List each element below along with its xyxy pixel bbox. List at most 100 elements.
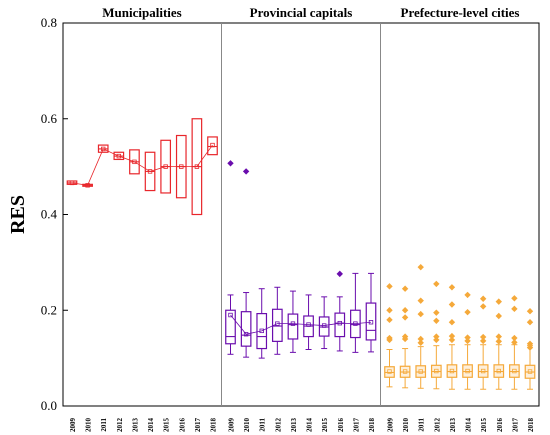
x-tick-label: 2016 xyxy=(337,418,345,433)
panel-title: Municipalities xyxy=(102,5,181,20)
mean-marker xyxy=(228,312,233,318)
outlier-point xyxy=(386,307,393,314)
box-2018 xyxy=(207,136,218,156)
box-iqr xyxy=(256,313,268,350)
box-2010 xyxy=(240,292,252,358)
mean-marker xyxy=(337,320,342,326)
outlier-point xyxy=(433,336,440,344)
outlier-point xyxy=(227,160,234,167)
y-tick-label: 0.6 xyxy=(41,111,58,126)
x-tick-label: 2009 xyxy=(69,418,77,433)
x-tick-label: 2017 xyxy=(511,418,519,433)
mean-marker xyxy=(116,153,122,159)
panel-title: Provincial capitals xyxy=(250,5,353,20)
x-tick-label: 2013 xyxy=(131,418,139,433)
x-tick-label: 2013 xyxy=(449,418,457,433)
outlier-point xyxy=(433,333,440,340)
x-tick-label: 2018 xyxy=(368,418,376,433)
box-2016 xyxy=(175,134,187,199)
outlier-point xyxy=(433,280,440,288)
box-2012 xyxy=(271,286,283,355)
mean-marker xyxy=(449,368,455,374)
mean-marker xyxy=(402,369,408,374)
box-2012 xyxy=(430,345,442,390)
outlier-point xyxy=(511,339,518,346)
x-tick-label: 2017 xyxy=(352,418,360,433)
outlier-point xyxy=(448,301,456,308)
outlier-point xyxy=(401,314,409,321)
box-2011 xyxy=(415,346,427,389)
mean-marker xyxy=(527,369,533,374)
outlier-point xyxy=(417,335,424,343)
box-2014 xyxy=(462,344,473,390)
x-tick-label: 2017 xyxy=(194,418,202,433)
x-tick-label: 2018 xyxy=(527,418,535,433)
box-2012 xyxy=(113,151,125,161)
box-2011 xyxy=(256,288,268,359)
panel-3 xyxy=(384,263,536,390)
outlier-point xyxy=(495,338,502,345)
x-tick-label: 2009 xyxy=(387,418,395,433)
outlier-point xyxy=(479,303,487,310)
y-tick-label: 0.2 xyxy=(41,302,57,317)
box-2018 xyxy=(365,272,377,353)
outlier-point xyxy=(526,340,534,347)
x-tick-label: 2011 xyxy=(418,418,426,432)
outlier-point xyxy=(526,344,534,351)
box-iqr xyxy=(240,311,252,347)
outlier-point xyxy=(336,270,343,278)
x-tick-label: 2012 xyxy=(274,418,282,433)
mean-marker xyxy=(368,320,374,325)
box-2018 xyxy=(524,345,536,390)
box-2010 xyxy=(399,348,411,389)
x-tick-label: 2010 xyxy=(85,418,93,433)
mean-marker xyxy=(259,328,264,334)
outlier-point xyxy=(417,263,424,271)
outlier-point xyxy=(511,334,518,342)
outlier-point xyxy=(526,319,534,326)
outlier-point xyxy=(448,319,456,326)
mean-marker xyxy=(434,368,439,374)
outlier-point xyxy=(464,291,471,299)
mean-marker xyxy=(85,183,90,188)
box-2017 xyxy=(350,272,361,353)
x-tick-label: 2010 xyxy=(243,418,251,433)
x-tick-label: 2013 xyxy=(290,418,298,433)
outlier-point xyxy=(401,335,409,343)
box-2017 xyxy=(509,344,520,390)
box-2014 xyxy=(144,151,156,192)
x-tick-label: 2014 xyxy=(306,418,314,433)
outlier-point xyxy=(386,336,393,344)
y-tick-label: 0.0 xyxy=(41,398,57,413)
mean-marker xyxy=(163,164,168,169)
mean-marker xyxy=(418,369,423,374)
x-tick-label: 2015 xyxy=(163,418,171,433)
outlier-point xyxy=(479,337,487,345)
box-2017 xyxy=(191,118,203,216)
outlier-point xyxy=(464,308,471,316)
x-tick-label: 2011 xyxy=(259,418,267,432)
box-2010 xyxy=(82,183,93,188)
outlier-point xyxy=(433,309,440,316)
x-tick-label: 2016 xyxy=(496,418,504,433)
outlier-point xyxy=(495,333,502,340)
y-tick-label: 0.8 xyxy=(41,15,57,30)
mean-marker xyxy=(210,142,215,148)
box-2016 xyxy=(493,344,505,390)
mean-marker xyxy=(321,323,327,328)
x-tick-label: 2016 xyxy=(178,418,186,433)
y-axis: 0.0 0.2 0.4 0.6 0.8 RES xyxy=(7,15,68,413)
x-tick-labels: 2009 2010 2011 2012 2013 2014 2015 2016 2017 2018… xyxy=(69,418,535,433)
x-tick-label: 2014 xyxy=(147,418,155,433)
panel-2 xyxy=(225,160,377,359)
mean-marker xyxy=(275,321,280,326)
x-tick-label: 2012 xyxy=(433,418,441,433)
outlier-point xyxy=(479,295,487,302)
box-2011 xyxy=(97,144,109,153)
y-axis-label: RES xyxy=(7,195,29,234)
box-2013 xyxy=(129,149,140,175)
x-tick-label: 2010 xyxy=(402,418,410,433)
outlier-point xyxy=(448,284,456,291)
mean-marker xyxy=(512,368,517,374)
